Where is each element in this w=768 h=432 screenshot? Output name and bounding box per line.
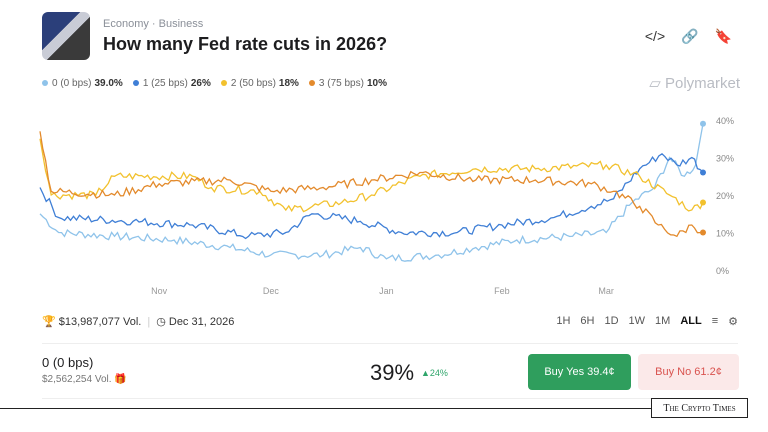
legend-item[interactable]: 0 (0 bps) 39.0%: [42, 78, 123, 89]
y-tick-label: 20%: [716, 191, 734, 201]
legend-item[interactable]: 1 (25 bps) 26%: [132, 78, 211, 89]
range-1d[interactable]: 1D: [604, 315, 619, 327]
clock-icon: ◷: [156, 316, 166, 328]
y-tick-label: 10%: [716, 229, 734, 239]
market-meta: 🏆 $13,987,077 Vol. | ◷ Dec 31, 2026: [42, 316, 235, 328]
chart-legend: 0 (0 bps) 39.0% 1 (25 bps) 26% 2 (50 bps) 18%…: [42, 78, 387, 89]
range-1m[interactable]: 1M: [655, 315, 671, 327]
legend-dot: [42, 80, 48, 87]
outcome-change: ▲24%: [421, 368, 448, 378]
x-tick-label: Feb: [494, 286, 510, 296]
page-title: How many Fed rate cuts in 2026?: [103, 33, 388, 54]
series-line: [39, 123, 704, 262]
y-tick-label: 40%: [716, 116, 734, 126]
x-tick-label: Mar: [598, 286, 614, 296]
range-1h[interactable]: 1H: [556, 315, 571, 327]
outcome-name: 0 (0 bps): [42, 355, 94, 370]
range-1w[interactable]: 1W: [628, 315, 646, 327]
y-tick-label: 0%: [716, 266, 729, 276]
x-tick-label: Dec: [263, 286, 280, 296]
settings-icon[interactable]: ⚙: [728, 316, 738, 328]
category-link[interactable]: Economy: [103, 17, 149, 30]
time-range-selector: 1H 6H 1D 1W 1M ALL ≡ ⚙: [556, 315, 738, 328]
market-avatar: [42, 12, 90, 60]
watermark-logo: The Crypto Times: [651, 398, 748, 418]
trophy-icon: 🏆: [42, 316, 56, 328]
series-end-point: [700, 169, 706, 176]
chart[interactable]: 0% 10% 20% 30% 40% Nov Dec Jan Feb Mar: [0, 0, 768, 300]
divider: [42, 398, 738, 399]
link-icon[interactable]: 🔗: [681, 28, 699, 44]
range-all[interactable]: ALL: [680, 315, 702, 327]
series-line: [39, 152, 704, 240]
divider: [42, 343, 738, 344]
legend-dot: [220, 80, 227, 87]
watermark-rule: [0, 408, 652, 409]
outcome-percent: 39%: [370, 360, 415, 385]
series-line: [39, 138, 704, 213]
bookmark-icon[interactable]: 🔖: [714, 28, 732, 44]
end-date: Dec 31, 2026: [168, 316, 235, 328]
x-tick-label: Nov: [151, 286, 168, 296]
polymarket-logo: ▱ Polymarket: [649, 75, 740, 92]
series-end-point: [700, 199, 706, 206]
breadcrumb: Economy · Business: [103, 17, 204, 30]
buy-yes-button[interactable]: Buy Yes 39.4¢: [528, 354, 631, 390]
legend-item[interactable]: 2 (50 bps) 18%: [220, 78, 299, 89]
outcome-row[interactable]: 0 (0 bps) $2,562,254 Vol. 🎁: [42, 355, 127, 385]
x-tick-label: Jan: [379, 286, 394, 296]
market-header: Economy · Business How many Fed rate cut…: [42, 12, 387, 60]
outcome-volume: $2,562,254 Vol.: [42, 374, 112, 385]
subcategory-link[interactable]: Business: [158, 17, 204, 30]
series-line: [39, 131, 704, 238]
total-volume: $13,987,077 Vol.: [58, 316, 142, 328]
gift-icon[interactable]: 🎁: [114, 374, 127, 385]
series-end-point: [700, 120, 706, 127]
sort-icon[interactable]: ≡: [711, 315, 719, 327]
legend-dot: [132, 80, 139, 87]
y-tick-label: 30%: [716, 154, 734, 164]
legend-item[interactable]: 3 (75 bps) 10%: [308, 78, 387, 89]
range-6h[interactable]: 6H: [580, 315, 595, 327]
buy-no-button[interactable]: Buy No 61.2¢: [638, 354, 739, 390]
code-icon[interactable]: </>: [644, 28, 666, 44]
legend-dot: [308, 80, 315, 87]
series-end-point: [700, 229, 706, 236]
